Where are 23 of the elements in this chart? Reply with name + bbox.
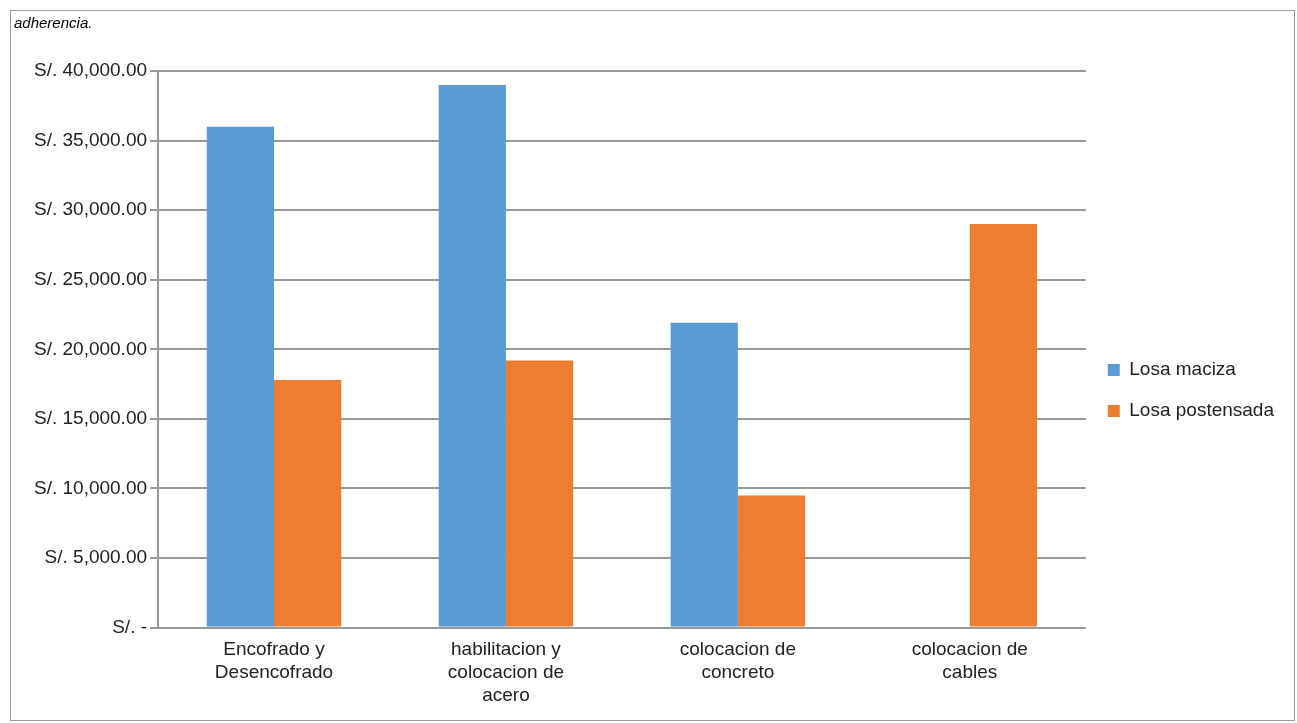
legend-label: Losa maciza: [1129, 358, 1237, 380]
bar: [505, 360, 574, 627]
y-tick-label: S/. 25,000.00: [33, 267, 148, 289]
x-tick-label: colocacion de cables: [911, 638, 1028, 683]
bar: [206, 126, 274, 627]
x-tick-label: Encofrado y Desencofrado: [214, 638, 334, 683]
y-tick-label: S/. 40,000.00: [33, 59, 148, 81]
legend-label: Losa postensada: [1129, 399, 1275, 421]
y-tick-label: S/. 30,000.00: [33, 198, 148, 220]
x-tick-label: habilitacion y colocacion de acero: [447, 638, 565, 705]
bar: [438, 84, 506, 627]
bar: [737, 495, 806, 627]
x-tick-label: colocacion de concreto: [679, 638, 796, 683]
bar: [670, 322, 738, 627]
y-tick-label: S/. -: [112, 615, 148, 637]
bar: [969, 224, 1038, 627]
text: adherencia.: [14, 14, 93, 31]
y-tick-label: S/. 35,000.00: [33, 128, 148, 150]
y-tick-label: S/. 20,000.00: [33, 337, 148, 359]
y-tick-label: S/. 15,000.00: [33, 407, 148, 429]
y-tick-label: S/. 10,000.00: [33, 476, 148, 498]
y-tick-label: S/. 5,000.00: [44, 546, 148, 568]
bar: [274, 379, 342, 627]
